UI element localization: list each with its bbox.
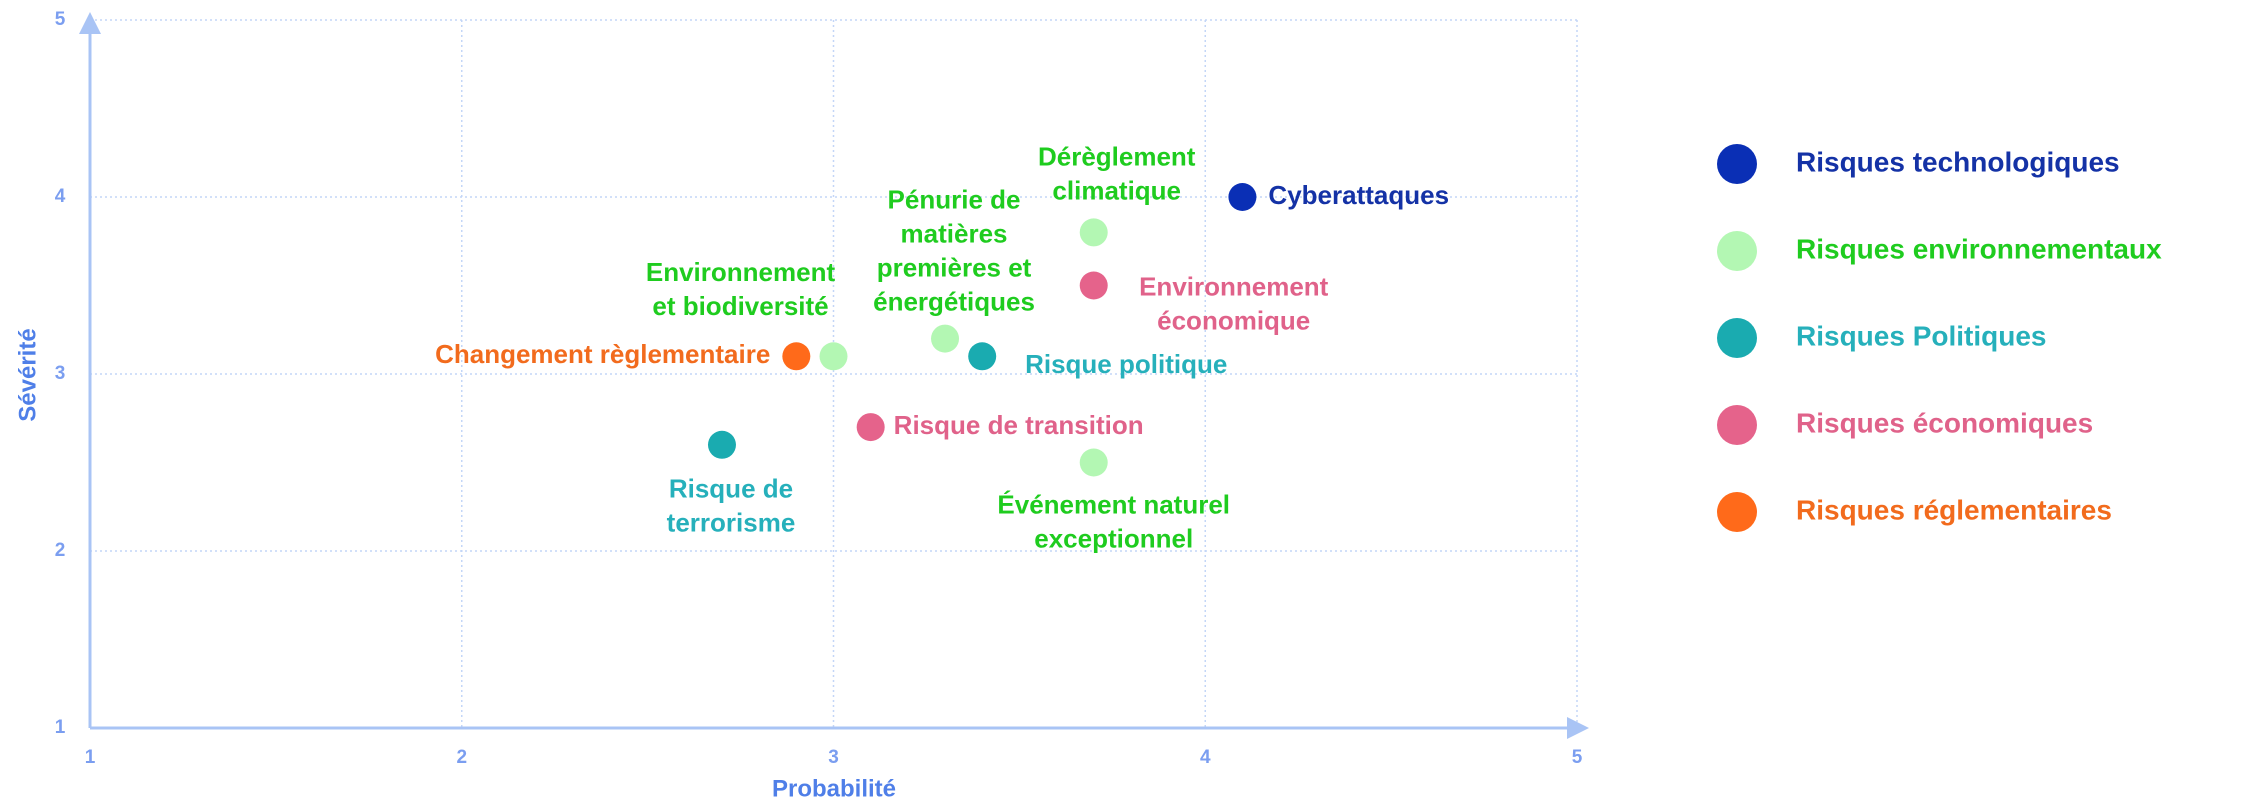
point	[1079, 218, 1108, 247]
point-label: Changement règlementaire	[435, 339, 770, 369]
legend-label: Risques environnementaux	[1796, 233, 2162, 264]
point-label: Événement naturel	[997, 489, 1230, 519]
y-tick-label: 2	[55, 540, 66, 561]
x-tick-label: 1	[85, 747, 96, 768]
point	[1228, 183, 1257, 211]
point	[1079, 271, 1108, 300]
legend-label: Risques réglementaires	[1796, 494, 2112, 525]
point-label: et biodiversité	[652, 291, 828, 321]
legend-label: Risques économiques	[1796, 407, 2093, 438]
legend-label: Risques technologiques	[1796, 146, 2120, 177]
legend-marker	[1717, 492, 1757, 532]
point-label: économique	[1157, 305, 1310, 335]
point-label: Cyberattaques	[1268, 180, 1449, 210]
x-axis-arrow	[1567, 717, 1589, 739]
legend-marker	[1717, 231, 1757, 271]
point	[782, 342, 811, 371]
point-label: matières	[901, 218, 1008, 248]
legend-marker	[1717, 318, 1757, 358]
point-label: climatique	[1052, 175, 1181, 205]
legend-marker	[1717, 405, 1757, 445]
x-tick-label: 2	[456, 747, 467, 768]
point-label: exceptionnel	[1034, 523, 1193, 553]
y-tick-label: 3	[55, 363, 66, 384]
point	[931, 324, 960, 353]
point	[1079, 448, 1108, 477]
point-label: terrorisme	[667, 508, 796, 538]
point-label: Environnement	[646, 257, 836, 287]
point-label: premières et	[877, 252, 1032, 282]
point	[707, 430, 736, 459]
point	[819, 342, 848, 371]
y-tick-label: 5	[55, 9, 66, 30]
point-label: Dérèglement	[1038, 141, 1196, 171]
point	[968, 342, 997, 371]
point-label: Risque politique	[1025, 349, 1227, 379]
point	[856, 413, 885, 442]
point-label: Environnement	[1139, 271, 1329, 301]
y-axis-label: Sévérité	[14, 328, 41, 421]
y-axis-arrow	[79, 12, 101, 34]
point-label: énergétiques	[873, 286, 1035, 316]
point-label: Risque de transition	[894, 410, 1144, 440]
legend-marker	[1717, 144, 1757, 184]
y-tick-label: 1	[55, 717, 66, 738]
x-axis-label: Probabilité	[772, 775, 896, 802]
x-tick-label: 4	[1200, 747, 1211, 768]
point-label: Risque de	[669, 474, 793, 504]
x-tick-label: 5	[1572, 747, 1583, 768]
legend-label: Risques Politiques	[1796, 320, 2047, 351]
x-tick-label: 3	[828, 747, 839, 768]
point-label: Pénurie de	[888, 184, 1021, 214]
y-tick-label: 4	[55, 186, 66, 207]
